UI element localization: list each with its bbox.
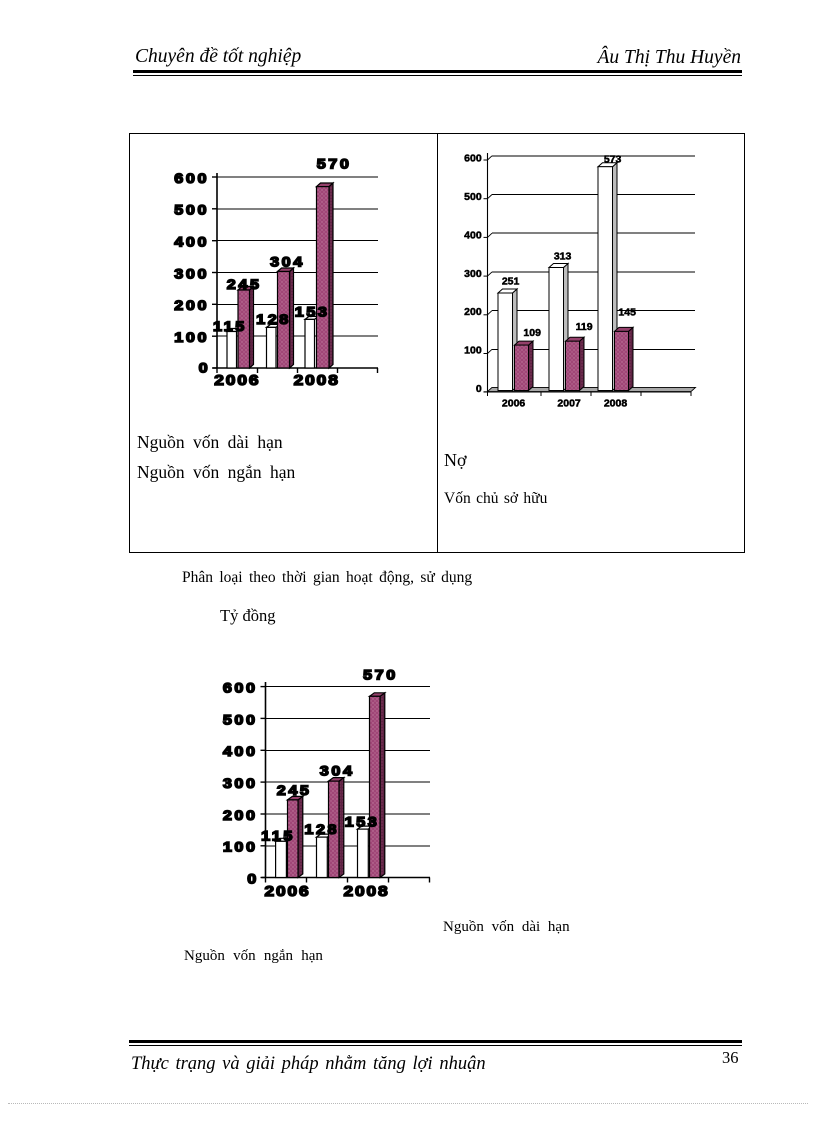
svg-text:570: 570 bbox=[363, 667, 398, 683]
svg-text:2006: 2006 bbox=[264, 883, 310, 900]
svg-text:500: 500 bbox=[464, 191, 482, 203]
svg-text:100: 100 bbox=[464, 345, 482, 357]
svg-text:313: 313 bbox=[554, 251, 572, 263]
svg-text:153: 153 bbox=[295, 304, 330, 320]
svg-text:0: 0 bbox=[476, 383, 482, 395]
svg-text:2008: 2008 bbox=[343, 883, 389, 900]
svg-text:400: 400 bbox=[464, 229, 482, 241]
svg-text:2006: 2006 bbox=[214, 372, 260, 389]
svg-text:300: 300 bbox=[223, 776, 258, 792]
svg-text:145: 145 bbox=[618, 307, 636, 319]
svg-text:115: 115 bbox=[213, 319, 247, 335]
svg-text:600: 600 bbox=[174, 171, 209, 187]
svg-text:200: 200 bbox=[174, 298, 209, 314]
svg-text:400: 400 bbox=[174, 235, 209, 251]
svg-text:2008: 2008 bbox=[604, 398, 628, 410]
svg-text:500: 500 bbox=[223, 712, 258, 728]
svg-text:573: 573 bbox=[604, 154, 622, 166]
svg-text:570: 570 bbox=[317, 156, 352, 172]
svg-text:300: 300 bbox=[464, 268, 482, 280]
svg-text:0: 0 bbox=[247, 871, 259, 887]
svg-text:304: 304 bbox=[320, 763, 355, 779]
svg-text:153: 153 bbox=[345, 814, 380, 830]
svg-text:2006: 2006 bbox=[502, 398, 526, 410]
svg-text:245: 245 bbox=[277, 783, 312, 799]
svg-text:0: 0 bbox=[199, 360, 211, 376]
svg-text:2007: 2007 bbox=[557, 398, 581, 410]
svg-text:500: 500 bbox=[174, 203, 209, 219]
svg-text:2008: 2008 bbox=[294, 372, 340, 389]
svg-text:109: 109 bbox=[523, 327, 541, 339]
svg-text:115: 115 bbox=[261, 829, 295, 845]
svg-text:600: 600 bbox=[223, 680, 258, 696]
svg-text:304: 304 bbox=[270, 254, 305, 270]
svg-text:245: 245 bbox=[227, 277, 262, 293]
svg-text:100: 100 bbox=[223, 840, 258, 856]
svg-text:119: 119 bbox=[576, 321, 593, 333]
svg-text:200: 200 bbox=[223, 808, 258, 824]
svg-text:300: 300 bbox=[174, 266, 209, 282]
svg-text:400: 400 bbox=[223, 744, 258, 760]
svg-text:128: 128 bbox=[304, 822, 339, 838]
svg-text:251: 251 bbox=[502, 275, 520, 287]
svg-text:200: 200 bbox=[464, 306, 482, 318]
svg-text:128: 128 bbox=[256, 312, 291, 328]
svg-text:100: 100 bbox=[174, 330, 209, 346]
svg-text:600: 600 bbox=[464, 153, 482, 165]
